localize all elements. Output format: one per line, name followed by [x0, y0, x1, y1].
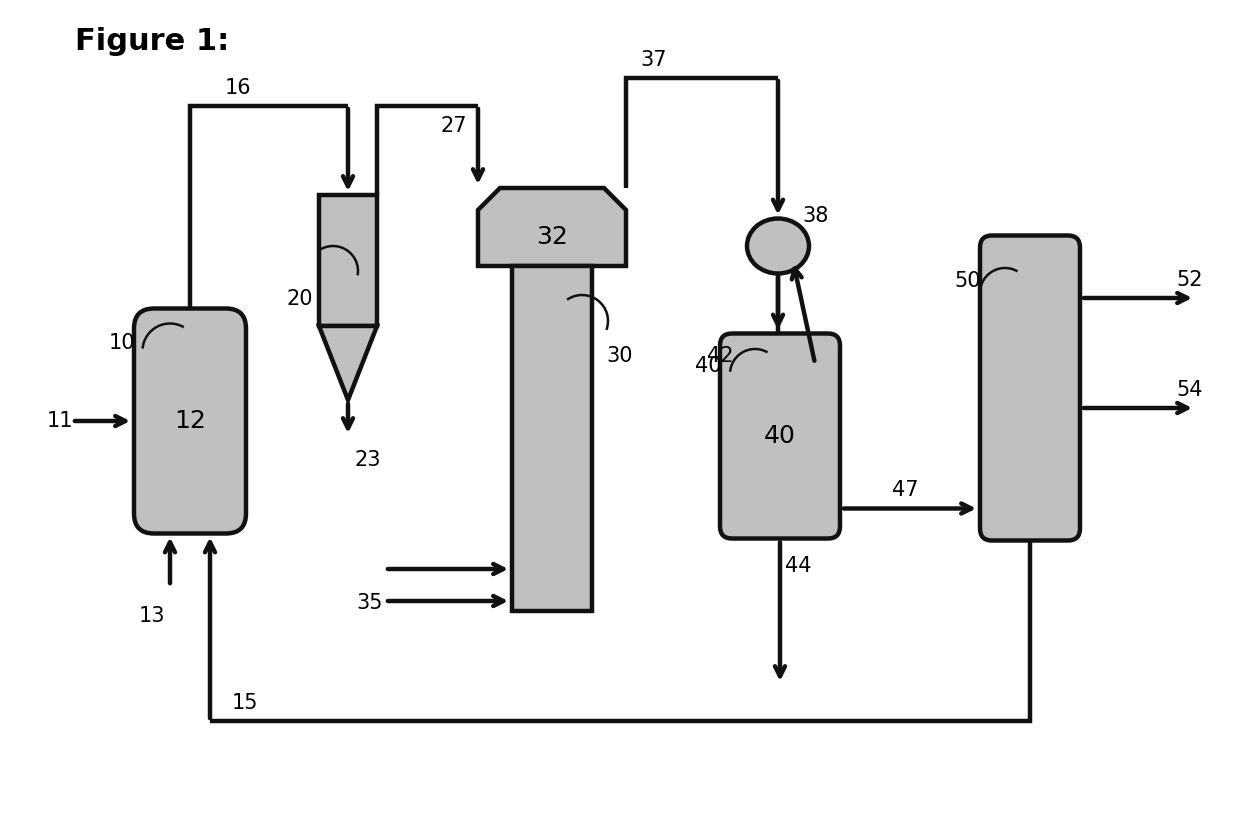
Text: 40: 40	[694, 356, 722, 376]
Text: 13: 13	[139, 606, 165, 626]
Text: 50: 50	[955, 271, 981, 291]
Text: 15: 15	[232, 693, 258, 713]
Text: 11: 11	[47, 411, 73, 431]
Text: 30: 30	[606, 346, 634, 366]
Text: 10: 10	[109, 333, 135, 353]
Text: 12: 12	[174, 409, 206, 433]
Text: 40: 40	[764, 424, 796, 448]
Text: 37: 37	[641, 50, 667, 70]
Text: 27: 27	[440, 116, 467, 136]
FancyBboxPatch shape	[980, 236, 1080, 541]
FancyBboxPatch shape	[720, 334, 839, 538]
Text: 54: 54	[1177, 380, 1203, 400]
Text: 32: 32	[536, 225, 568, 249]
Text: Figure 1:: Figure 1:	[74, 27, 229, 55]
Text: 44: 44	[785, 557, 811, 577]
Text: 16: 16	[224, 78, 252, 98]
Polygon shape	[319, 326, 377, 400]
Text: 35: 35	[357, 593, 383, 613]
Text: 47: 47	[892, 481, 919, 501]
Text: 42: 42	[707, 346, 733, 366]
Polygon shape	[477, 188, 626, 266]
Ellipse shape	[746, 218, 808, 273]
FancyBboxPatch shape	[134, 308, 246, 533]
Polygon shape	[512, 266, 591, 611]
Polygon shape	[319, 195, 377, 326]
Text: 38: 38	[802, 206, 830, 226]
Text: 23: 23	[355, 450, 381, 470]
Text: 20: 20	[286, 289, 314, 309]
Text: 52: 52	[1177, 270, 1203, 290]
